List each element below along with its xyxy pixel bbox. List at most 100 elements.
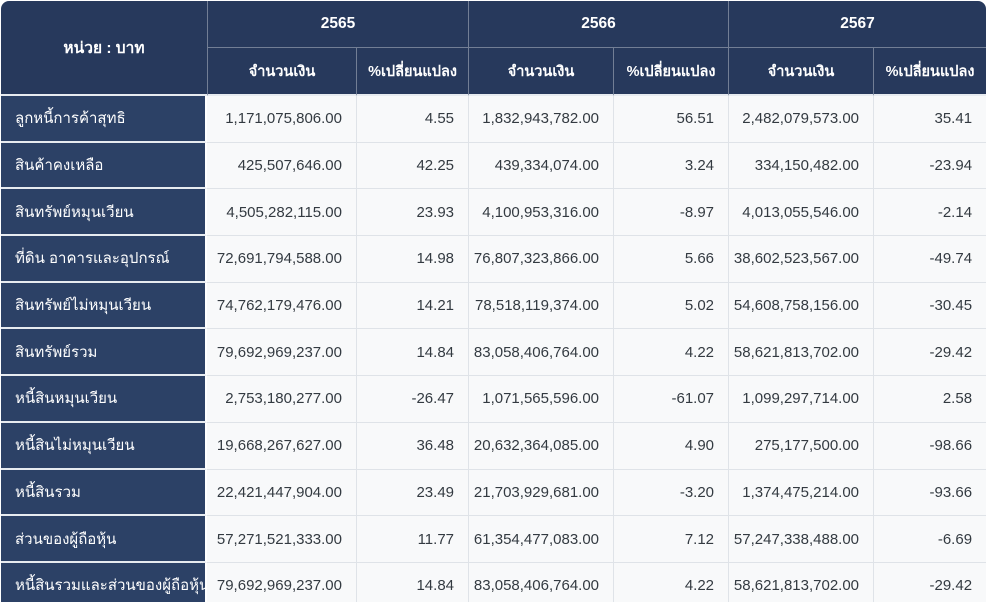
percent-cell: -8.97	[613, 189, 729, 237]
amount-cell: 2,753,180,277.00	[207, 376, 356, 423]
amount-cell: 57,271,521,333.00	[207, 516, 356, 563]
table-row: หนี้สินรวม 22,421,447,904.00 23.49 21,70…	[1, 469, 986, 517]
table-row: หนี้สินหมุนเวียน 2,753,180,277.00 -26.47…	[1, 376, 986, 423]
percent-change-header: %เปลี่ยนแปลง	[356, 48, 469, 96]
percent-cell: 14.21	[356, 282, 469, 330]
percent-cell: 7.12	[613, 516, 729, 563]
amount-cell: 1,099,297,714.00	[728, 376, 874, 423]
table-row: หนี้สินรวมและส่วนของผู้ถือหุ้น 79,692,96…	[1, 562, 986, 602]
amount-cell: 83,058,406,764.00	[468, 562, 614, 602]
row-label: สินทรัพย์หมุนเวียน	[1, 189, 207, 237]
percent-cell: 4.22	[613, 329, 729, 377]
percent-cell: -29.42	[873, 562, 986, 602]
percent-cell: -49.74	[873, 236, 986, 283]
row-label: หนี้สินรวมและส่วนของผู้ถือหุ้น	[1, 562, 207, 602]
amount-cell: 74,762,179,476.00	[207, 282, 356, 330]
percent-cell: 5.02	[613, 282, 729, 330]
amount-header: จำนวนเงิน	[207, 48, 356, 96]
amount-cell: 4,013,055,546.00	[728, 189, 874, 237]
percent-cell: 35.41	[873, 96, 986, 143]
percent-cell: 23.93	[356, 189, 469, 237]
amount-cell: 19,668,267,627.00	[207, 422, 356, 470]
year-header-2567: 2567	[728, 1, 986, 48]
amount-cell: 38,602,523,567.00	[728, 236, 874, 283]
amount-cell: 72,691,794,588.00	[207, 236, 356, 283]
table-row: ที่ดิน อาคารและอุปกรณ์ 72,691,794,588.00…	[1, 236, 986, 283]
amount-cell: 57,247,338,488.00	[728, 516, 874, 563]
percent-change-header: %เปลี่ยนแปลง	[873, 48, 986, 96]
amount-cell: 1,374,475,214.00	[728, 469, 874, 517]
table-row: สินทรัพย์ไม่หมุนเวียน 74,762,179,476.00 …	[1, 282, 986, 330]
percent-cell: 2.58	[873, 376, 986, 423]
amount-cell: 4,100,953,316.00	[468, 189, 614, 237]
percent-cell: 14.84	[356, 562, 469, 602]
row-label: ที่ดิน อาคารและอุปกรณ์	[1, 236, 207, 283]
percent-cell: -3.20	[613, 469, 729, 517]
year-header-row: หน่วย : บาท 2565 2566 2567	[1, 1, 986, 96]
percent-cell: -26.47	[356, 376, 469, 423]
amount-cell: 79,692,969,237.00	[207, 329, 356, 377]
amount-cell: 58,621,813,702.00	[728, 329, 874, 377]
percent-cell: 14.84	[356, 329, 469, 377]
percent-change-header: %เปลี่ยนแปลง	[613, 48, 729, 96]
row-label: สินทรัพย์รวม	[1, 329, 207, 377]
amount-cell: 76,807,323,866.00	[468, 236, 614, 283]
row-label: ลูกหนี้การค้าสุทธิ	[1, 96, 207, 143]
unit-header-cell: หน่วย : บาท	[1, 1, 207, 96]
row-label: หนี้สินไม่หมุนเวียน	[1, 422, 207, 470]
percent-cell: 42.25	[356, 142, 469, 190]
amount-cell: 1,171,075,806.00	[207, 96, 356, 143]
percent-cell: -61.07	[613, 376, 729, 423]
amount-cell: 78,518,119,374.00	[468, 282, 614, 330]
year-header-2566: 2566	[468, 1, 729, 48]
percent-cell: 36.48	[356, 422, 469, 470]
row-label: หนี้สินรวม	[1, 469, 207, 517]
percent-cell: 3.24	[613, 142, 729, 190]
year-header-2565: 2565	[207, 1, 469, 48]
percent-cell: 4.55	[356, 96, 469, 143]
percent-cell: 14.98	[356, 236, 469, 283]
percent-cell: -29.42	[873, 329, 986, 377]
amount-cell: 1,071,565,596.00	[468, 376, 614, 423]
amount-cell: 1,832,943,782.00	[468, 96, 614, 143]
sub-header-row: จำนวนเงิน %เปลี่ยนแปลง จำนวนเงิน %เปลี่ย…	[1, 48, 986, 96]
table-row: สินทรัพย์รวม 79,692,969,237.00 14.84 83,…	[1, 329, 986, 377]
percent-cell: -93.66	[873, 469, 986, 517]
amount-cell: 425,507,646.00	[207, 142, 356, 190]
amount-cell: 22,421,447,904.00	[207, 469, 356, 517]
amount-cell: 83,058,406,764.00	[468, 329, 614, 377]
amount-cell: 439,334,074.00	[468, 142, 614, 190]
amount-header: จำนวนเงิน	[728, 48, 874, 96]
amount-cell: 58,621,813,702.00	[728, 562, 874, 602]
amount-cell: 61,354,477,083.00	[468, 516, 614, 563]
percent-cell: 23.49	[356, 469, 469, 517]
amount-cell: 20,632,364,085.00	[468, 422, 614, 470]
amount-header: จำนวนเงิน	[468, 48, 614, 96]
amount-cell: 79,692,969,237.00	[207, 562, 356, 602]
table-row: สินค้าคงเหลือ 425,507,646.00 42.25 439,3…	[1, 142, 986, 190]
amount-cell: 2,482,079,573.00	[728, 96, 874, 143]
percent-cell: -23.94	[873, 142, 986, 190]
row-label: สินค้าคงเหลือ	[1, 142, 207, 190]
table-row: สินทรัพย์หมุนเวียน 4,505,282,115.00 23.9…	[1, 189, 986, 237]
amount-cell: 21,703,929,681.00	[468, 469, 614, 517]
percent-cell: -98.66	[873, 422, 986, 470]
percent-cell: 4.90	[613, 422, 729, 470]
percent-cell: 5.66	[613, 236, 729, 283]
percent-cell: 56.51	[613, 96, 729, 143]
percent-cell: 11.77	[356, 516, 469, 563]
row-label: ส่วนของผู้ถือหุ้น	[1, 516, 207, 563]
table-row: หนี้สินไม่หมุนเวียน 19,668,267,627.00 36…	[1, 422, 986, 470]
row-label: สินทรัพย์ไม่หมุนเวียน	[1, 282, 207, 330]
amount-cell: 54,608,758,156.00	[728, 282, 874, 330]
table-row: ส่วนของผู้ถือหุ้น 57,271,521,333.00 11.7…	[1, 516, 986, 563]
percent-cell: -30.45	[873, 282, 986, 330]
amount-cell: 4,505,282,115.00	[207, 189, 356, 237]
percent-cell: -2.14	[873, 189, 986, 237]
row-label: หนี้สินหมุนเวียน	[1, 376, 207, 423]
table-row: ลูกหนี้การค้าสุทธิ 1,171,075,806.00 4.55…	[1, 96, 986, 143]
amount-cell: 334,150,482.00	[728, 142, 874, 190]
amount-cell: 275,177,500.00	[728, 422, 874, 470]
